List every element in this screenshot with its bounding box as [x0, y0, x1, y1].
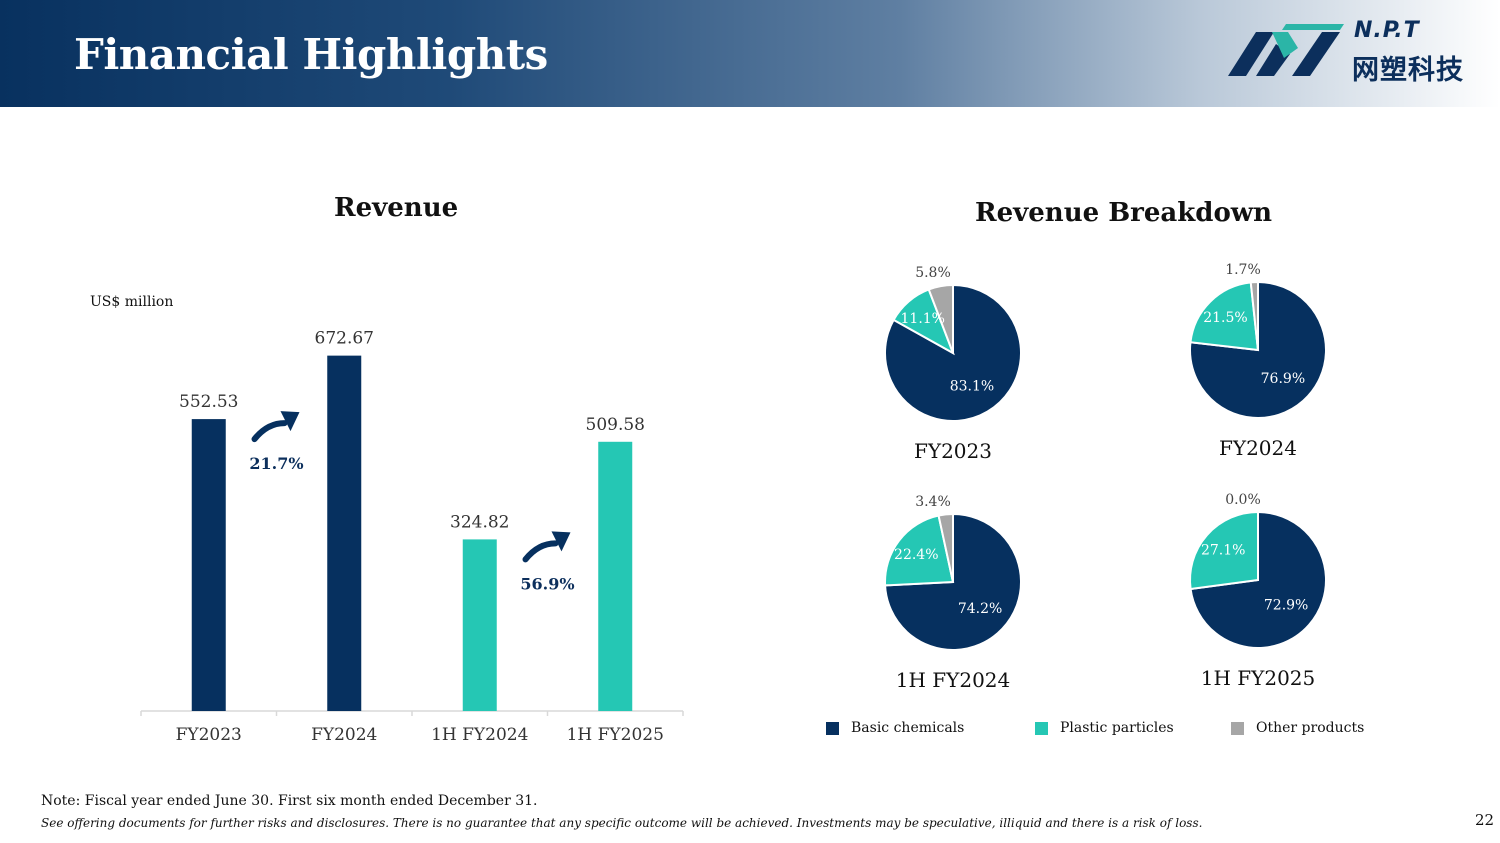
pie-period-label: 1H FY2024 — [896, 668, 1011, 692]
bar-value-label: 509.58 — [586, 415, 645, 435]
pie-value-label: 22.4% — [894, 547, 938, 563]
legend-label-other: Other products — [1256, 720, 1365, 736]
legend-swatch-basic — [826, 721, 839, 735]
revenue-bar — [598, 441, 633, 711]
logo-text-cn: 网塑科技 — [1352, 55, 1464, 86]
pie-value-label: 74.2% — [958, 601, 1002, 617]
pie-slice — [884, 514, 955, 587]
page-number: 22 — [1475, 811, 1495, 829]
revenue-breakdown-pies: 83.1% 11.1% 5.8% FY2023 76.9% 21.5% 1.7% FY2024… — [884, 262, 1327, 692]
pie-value-label: 83.1% — [950, 378, 994, 394]
breakdown-chart-title: Revenue Breakdown — [975, 198, 1273, 228]
pie-slice — [1189, 510, 1259, 591]
revenue-bar — [462, 539, 497, 711]
legend-item-other: Other products — [1231, 720, 1364, 736]
pie-slice — [884, 283, 1022, 422]
x-tick-label: 1H FY2024 — [431, 725, 528, 745]
growth-rate-label: 56.9% — [520, 574, 574, 593]
x-tick-label: FY2023 — [176, 725, 242, 745]
page-title: Financial Highlights — [74, 30, 548, 79]
pie-value-label: 11.1% — [901, 311, 945, 327]
pie-slice — [937, 512, 954, 583]
pie-slice — [1189, 281, 1260, 352]
pie-slice — [1189, 280, 1327, 419]
bar-value-label: 672.67 — [315, 329, 374, 349]
x-tick-label: FY2024 — [311, 725, 377, 745]
pie-value-label: 72.9% — [1264, 598, 1308, 614]
pie-value-label: 5.8% — [915, 265, 951, 281]
pie-slice — [1249, 280, 1259, 351]
growth-arrow-icon — [522, 531, 571, 563]
pie-period-label: 1H FY2025 — [1201, 666, 1316, 690]
legend-swatch-plastic — [1035, 721, 1048, 735]
company-logo: N.P.T 网塑科技 — [1226, 16, 1486, 86]
legend-item-basic: Basic chemicals — [826, 720, 964, 736]
pie-value-label: 3.4% — [915, 494, 951, 510]
revenue-bar — [327, 355, 362, 711]
revenue-unit-label: US$ million — [90, 294, 174, 310]
x-tick-label: 1H FY2025 — [567, 725, 664, 745]
logo-text-en: N.P.T — [1354, 18, 1420, 43]
legend-swatch-other — [1231, 721, 1244, 735]
pie-slice — [927, 283, 954, 354]
bar-value-label: 324.82 — [450, 512, 509, 532]
breakdown-legend: Basic chemicals Plastic particles Other … — [826, 720, 1386, 740]
growth-arrow-icon — [251, 411, 300, 443]
revenue-bar — [191, 419, 226, 711]
logo-mark-icon — [1228, 24, 1344, 76]
pie-value-label: 21.5% — [1203, 310, 1247, 326]
pie-value-label: 27.1% — [1201, 543, 1245, 559]
pie-value-label: 76.9% — [1261, 371, 1305, 387]
pie-period-label: FY2023 — [914, 439, 992, 463]
pie-value-label: 1.7% — [1225, 262, 1261, 278]
revenue-bar-chart: 552.53 FY2023 672.67 FY2024 324.82 1H FY2024 5… — [140, 329, 684, 745]
growth-rate-label: 21.7% — [249, 454, 303, 473]
legend-item-plastic: Plastic particles — [1035, 720, 1174, 736]
footnote: Note: Fiscal year ended June 30. First s… — [41, 793, 538, 809]
legend-label-basic: Basic chemicals — [851, 720, 965, 736]
pie-value-label: 0.0% — [1225, 492, 1261, 508]
disclaimer: See offering documents for further risks… — [41, 816, 1203, 830]
pie-period-label: FY2024 — [1219, 436, 1297, 460]
legend-label-plastic: Plastic particles — [1060, 720, 1174, 736]
bar-value-label: 552.53 — [179, 392, 238, 412]
revenue-chart-title: Revenue — [334, 193, 459, 223]
